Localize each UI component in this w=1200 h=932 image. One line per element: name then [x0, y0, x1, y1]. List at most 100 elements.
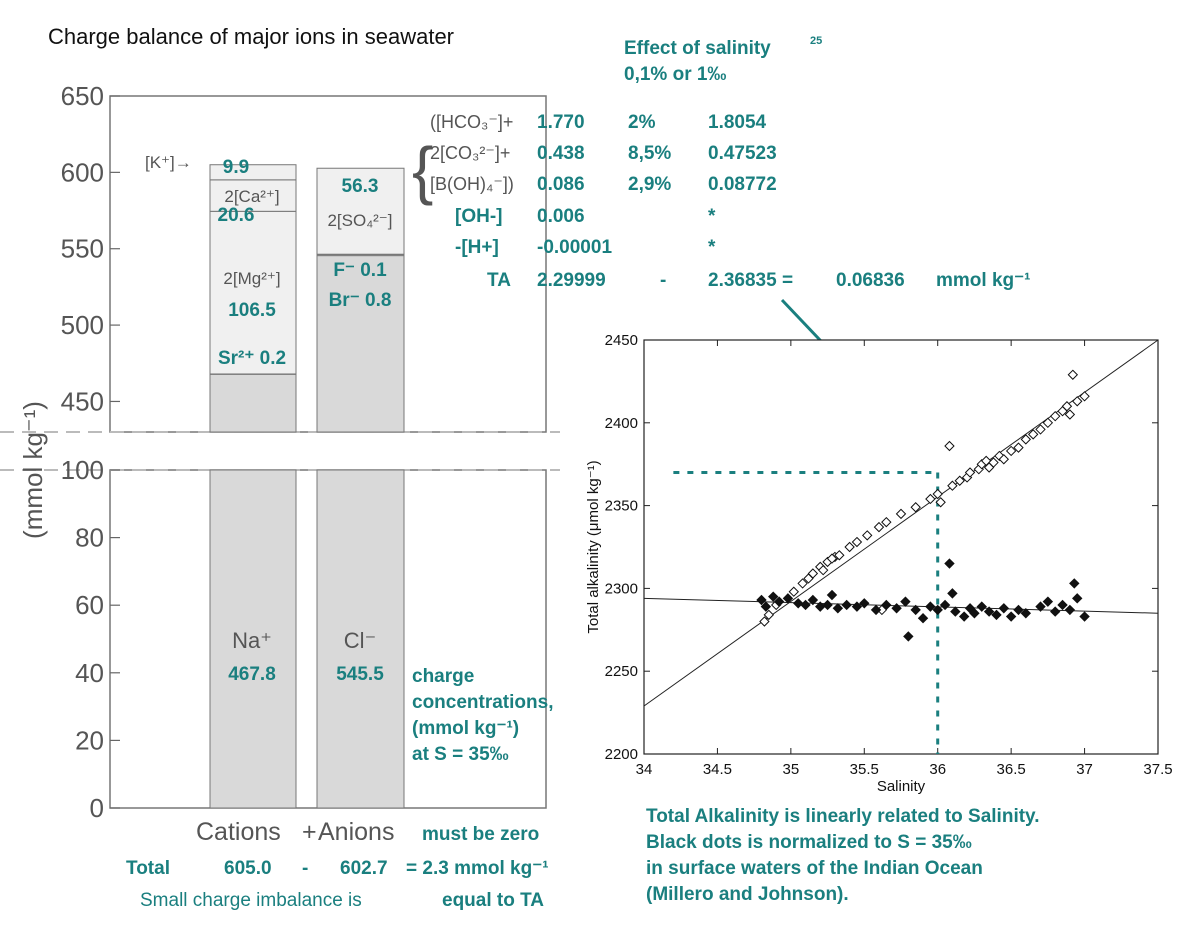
- scatter-point-filled: [782, 593, 794, 604]
- scatter-point-open: [826, 553, 838, 564]
- scatter-point-open: [862, 530, 873, 541]
- row-hco3-pct: 2%: [628, 112, 656, 133]
- row-boh4-species: [B(OH)₄⁻]): [430, 174, 514, 194]
- row-oh-species: [OH-]: [455, 206, 502, 227]
- left-upper-tick-label: 450: [61, 386, 104, 416]
- scatter-y-tick-label: 2250: [605, 663, 638, 680]
- cation-label-mg: 2[Mg²⁺]: [223, 269, 280, 288]
- caption-line-3: in surface waters of the Indian Ocean: [646, 858, 983, 879]
- row-oh-new: *: [708, 206, 716, 227]
- imbalance-text: Small charge imbalance is: [140, 890, 362, 911]
- anion-value-cl: 545.5: [336, 664, 384, 685]
- row-co3-new: 0.47523: [708, 143, 777, 164]
- scatter-point-open: [1027, 429, 1039, 440]
- scatter-point-open: [834, 550, 845, 561]
- scatter-point-open: [763, 609, 775, 621]
- scatter-y-tick-label: 2200: [605, 746, 638, 763]
- row-ta-unit: mmol kg⁻¹: [936, 270, 1030, 291]
- scatter-point-open: [1064, 409, 1076, 420]
- scatter-x-tick-label: 34.5: [703, 761, 732, 778]
- scatter-y-tick-label: 2300: [605, 580, 638, 597]
- cation-value-sr: Sr²⁺ 0.2: [218, 348, 286, 369]
- left-bars: [209, 164, 405, 809]
- scatter-point-filled: [976, 601, 987, 612]
- scatter-point-open: [935, 497, 946, 508]
- row-boh4-new: 0.08772: [708, 174, 777, 195]
- scatter-y-axis-label: Total alkalinity (μmol kg⁻¹): [585, 460, 602, 633]
- scatter-point-filled: [939, 599, 951, 611]
- scatter-point-open: [851, 536, 863, 548]
- scatter-point-filled: [1005, 611, 1017, 622]
- scatter-point-filled: [881, 599, 892, 611]
- scatter-x-tick-label: 37: [1076, 761, 1093, 778]
- row-boh4-pct: 2,9%: [628, 174, 671, 195]
- row-h-new: *: [708, 237, 716, 258]
- scatter-point-filled: [822, 599, 833, 611]
- scatter-point-filled: [983, 606, 995, 617]
- scatter-point-open: [910, 502, 921, 513]
- scatter-point-filled: [903, 631, 914, 642]
- scatter-y-tick-label: 2450: [605, 332, 638, 349]
- scatter-point-open: [788, 586, 800, 597]
- scatter-x-tick-label: 34: [636, 761, 653, 778]
- total-minus: -: [302, 858, 308, 879]
- caption-line-4: (Millero and Johnson).: [646, 884, 849, 905]
- scatter-x-tick-label: 37.5: [1143, 761, 1172, 778]
- scatter-point-filled: [944, 558, 955, 569]
- row-oh-value: 0.006: [537, 206, 585, 227]
- side-note-line-2: concentrations,: [412, 692, 553, 713]
- cation-label-na: Na⁺: [232, 628, 272, 653]
- bracket-brace: {: [412, 134, 433, 206]
- scatter-points: [756, 369, 1090, 642]
- row-h-value: -0.00001: [537, 237, 612, 258]
- left-chart-title: Charge balance of major ions in seawater: [48, 24, 454, 49]
- scatter-point-filled: [947, 588, 958, 599]
- bar-segment-upper-cations: [209, 210, 297, 375]
- scatter-point-filled: [1035, 601, 1046, 612]
- anion-label-cl: Cl⁻: [344, 628, 376, 653]
- side-note-line-1: charge: [412, 666, 474, 687]
- cation-value-k: 9.9: [223, 157, 249, 178]
- scatter-x-tick-label: 36: [929, 761, 946, 778]
- scatter-point-filled: [792, 598, 804, 609]
- side-note-line-4: at S = 35‰: [412, 744, 509, 765]
- imbalance-bold-text: equal to TA: [442, 890, 544, 911]
- scatter-point-filled: [859, 598, 870, 609]
- scatter-point-filled: [1057, 599, 1068, 611]
- scatter-x-tick-label: 35.5: [850, 761, 879, 778]
- scatter-x-tick-label: 36.5: [997, 761, 1026, 778]
- scatter-point-filled: [969, 608, 980, 619]
- scatter-point-filled: [1020, 608, 1032, 619]
- scatter-point-open: [1049, 410, 1061, 422]
- scatter-point-filled: [1013, 604, 1024, 616]
- row-co3-value: 0.438: [537, 143, 585, 164]
- salinity-title-superscript: 25: [810, 35, 822, 47]
- scatter-point-open: [954, 475, 965, 486]
- total-cations: 605.0: [224, 858, 272, 879]
- bar-segment-upper-cations: [209, 373, 297, 433]
- scatter-point-open: [807, 568, 819, 579]
- scatter-y-tick-label: 2400: [605, 415, 638, 432]
- scatter-point-open: [844, 541, 855, 553]
- scatter-point-open: [988, 457, 999, 468]
- row-co3-pct: 8,5%: [628, 143, 671, 164]
- bar-segment-upper-cations: [209, 164, 297, 181]
- total-result: = 2.3 mmol kg⁻¹: [406, 858, 549, 879]
- left-upper-tick-label: 600: [61, 157, 104, 187]
- left-y-axis-label: (mmol kg⁻¹): [18, 401, 48, 539]
- scatter-point-open: [881, 516, 892, 528]
- scatter-point-open: [947, 480, 958, 491]
- anion-value-f: F⁻ 0.1: [333, 260, 387, 281]
- row-ta-new: 2.36835 =: [708, 270, 793, 291]
- scatter-point-filled: [1042, 596, 1054, 607]
- row-ta-value: 2.29999: [537, 270, 606, 291]
- scatter-point-open: [1067, 369, 1079, 380]
- scatter-point-filled: [950, 606, 961, 617]
- scatter-point-open: [1020, 434, 1032, 445]
- scatter-axes-frame: [643, 339, 1159, 755]
- row-hco3-value: 1.770: [537, 112, 585, 133]
- scatter-point-open: [932, 488, 943, 500]
- scatter-point-filled: [998, 603, 1010, 614]
- scatter-point-filled: [800, 599, 811, 611]
- row-h-species: -[H+]: [455, 237, 499, 258]
